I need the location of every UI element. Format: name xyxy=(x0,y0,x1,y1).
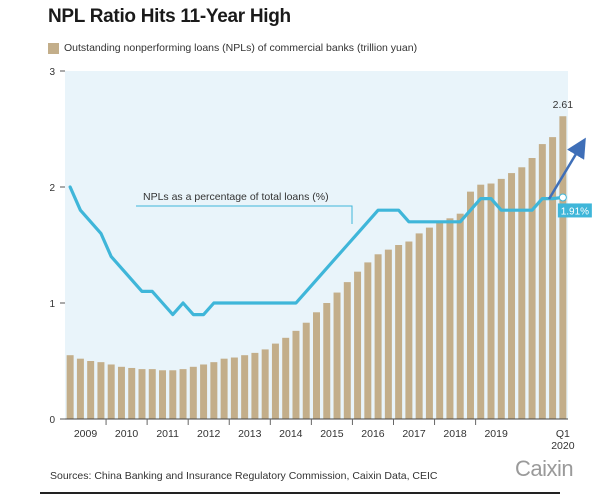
x-tick-label: 2018 xyxy=(443,428,467,440)
npl-bar xyxy=(354,271,362,419)
npl-bar xyxy=(66,355,74,419)
npl-bar xyxy=(251,352,259,419)
npl-bar xyxy=(302,322,310,419)
npl-bar xyxy=(189,366,197,419)
npl-bar xyxy=(138,369,146,419)
npl-bar xyxy=(261,349,269,419)
x-tick-label: 2012 xyxy=(197,428,221,440)
npl-bar xyxy=(384,249,392,419)
y-tick-label: 2 xyxy=(49,183,55,194)
legend-label: Outstanding nonperforming loans (NPLs) o… xyxy=(64,42,418,54)
npl-bar xyxy=(200,364,208,419)
npl-bar xyxy=(436,221,444,419)
chart-title: NPL Ratio Hits 11-Year High xyxy=(48,6,291,27)
chart-source: Sources: China Banking and Insurance Reg… xyxy=(50,470,438,482)
npl-bar xyxy=(456,213,464,419)
npl-bar xyxy=(271,343,279,419)
y-tick-label: 3 xyxy=(49,67,55,78)
x-tick-label: 2011 xyxy=(156,428,179,440)
chart-legend: Outstanding nonperforming loans (NPLs) o… xyxy=(48,42,417,54)
trend-arrow-icon xyxy=(547,137,586,200)
npl-bar xyxy=(128,367,136,419)
npl-bar xyxy=(559,116,567,420)
x-tick-label-2020: 2020 xyxy=(551,440,575,452)
npl-bar xyxy=(395,245,403,419)
npl-bar xyxy=(415,233,423,419)
npl-bar xyxy=(313,312,320,419)
bar-end-label: 2.61 xyxy=(553,99,574,111)
npl-bar xyxy=(117,366,125,419)
x-tick-label: 2015 xyxy=(320,428,344,440)
x-tick-label: 2009 xyxy=(74,428,98,440)
npl-bar xyxy=(241,355,249,419)
npl-bar xyxy=(508,173,516,419)
npl-bar xyxy=(159,370,167,419)
npl-bar xyxy=(220,358,228,419)
line-end-point xyxy=(558,193,567,202)
bottom-rule xyxy=(40,492,560,494)
npl-ratio-line xyxy=(68,185,565,317)
npl-bar xyxy=(466,191,474,419)
npl-bar xyxy=(282,337,290,419)
legend-swatch xyxy=(48,42,59,54)
npl-bar xyxy=(179,369,187,419)
npl-bar xyxy=(333,292,341,419)
npl-bar xyxy=(107,364,115,419)
caixin-logo: Caixin xyxy=(515,456,574,481)
y-tick-label: 1 xyxy=(49,299,55,310)
line-end-label-box xyxy=(557,203,592,218)
npl-bar xyxy=(518,167,526,419)
npl-bar xyxy=(425,227,433,419)
npl-bar xyxy=(538,144,546,419)
line-label-leader xyxy=(136,205,353,224)
x-tick-label: 2019 xyxy=(484,428,508,440)
x-tick-label: 2017 xyxy=(402,428,426,440)
x-tick-label-q1: Q1 xyxy=(556,428,570,440)
npl-bar xyxy=(487,183,495,419)
npl-bar xyxy=(169,370,177,419)
y-tick-label: 0 xyxy=(49,415,55,426)
x-tick-label: 2016 xyxy=(361,428,385,440)
npl-bar xyxy=(374,254,382,419)
npl-bar xyxy=(549,137,557,419)
x-tick-label: 2010 xyxy=(115,428,139,440)
npl-bar xyxy=(210,362,218,419)
npl-bar xyxy=(497,178,505,419)
npl-bar xyxy=(148,369,156,419)
npl-bar xyxy=(446,218,454,419)
x-tick-label: 2014 xyxy=(279,428,303,440)
npl-bar xyxy=(230,357,238,419)
npl-bar xyxy=(364,262,372,419)
npl-bar xyxy=(97,362,105,419)
npl-bar xyxy=(405,241,413,419)
npl-bar xyxy=(87,361,95,419)
npl-bar xyxy=(292,330,300,419)
npl-bar xyxy=(323,303,331,419)
npl-bar xyxy=(343,282,351,419)
npl-bar xyxy=(477,184,485,419)
npl-bar xyxy=(528,158,536,419)
npl-bar xyxy=(76,358,84,419)
line-end-label: 1.91% xyxy=(561,206,589,217)
line-series-label: NPLs as a percentage of total loans (%) xyxy=(143,191,329,203)
x-tick-label: 2013 xyxy=(238,428,262,440)
